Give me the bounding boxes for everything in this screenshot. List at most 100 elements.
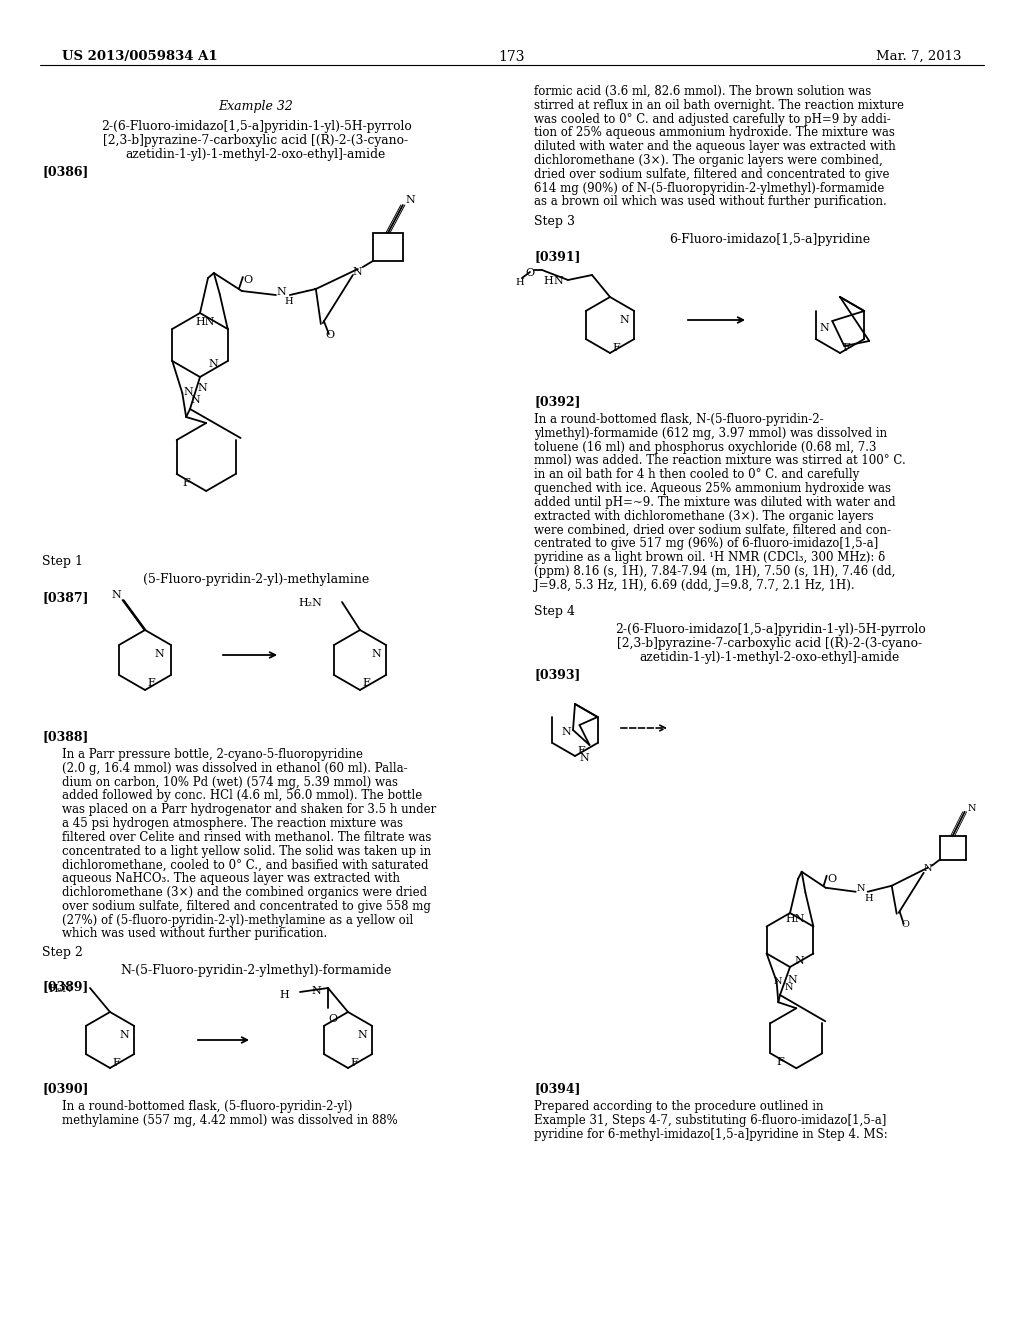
Text: aqueous NaHCO₃. The aqueous layer was extracted with: aqueous NaHCO₃. The aqueous layer was ex… bbox=[62, 873, 400, 886]
Text: F: F bbox=[147, 678, 155, 688]
Text: N: N bbox=[774, 977, 782, 986]
Text: Prepared according to the procedure outlined in: Prepared according to the procedure outl… bbox=[534, 1100, 823, 1113]
Text: [0389]: [0389] bbox=[42, 979, 88, 993]
Text: N: N bbox=[190, 395, 200, 405]
Text: H: H bbox=[543, 276, 553, 286]
Text: N: N bbox=[183, 387, 193, 397]
Text: O: O bbox=[902, 920, 909, 929]
Text: added until pH=~9. The mixture was diluted with water and: added until pH=~9. The mixture was dilut… bbox=[534, 496, 896, 508]
Text: N: N bbox=[198, 383, 207, 393]
Text: N: N bbox=[357, 1030, 368, 1040]
Text: (5-Fluoro-pyridin-2-yl)-methylamine: (5-Fluoro-pyridin-2-yl)-methylamine bbox=[143, 573, 369, 586]
Text: N: N bbox=[620, 315, 629, 325]
Text: [0392]: [0392] bbox=[534, 395, 581, 408]
Text: 614 mg (90%) of N-(5-fluoropyridin-2-ylmethyl)-formamide: 614 mg (90%) of N-(5-fluoropyridin-2-ylm… bbox=[534, 182, 885, 194]
Text: H: H bbox=[516, 279, 524, 286]
Text: ylmethyl)-formamide (612 mg, 3.97 mmol) was dissolved in: ylmethyl)-formamide (612 mg, 3.97 mmol) … bbox=[534, 426, 887, 440]
Text: H: H bbox=[864, 894, 873, 903]
Text: In a round-bottomed flask, (5-fluoro-pyridin-2-yl): In a round-bottomed flask, (5-fluoro-pyr… bbox=[62, 1100, 352, 1113]
Text: O: O bbox=[329, 1014, 338, 1024]
Text: N: N bbox=[276, 286, 287, 297]
Text: 6-Fluoro-imidazo[1,5-a]pyridine: 6-Fluoro-imidazo[1,5-a]pyridine bbox=[670, 234, 870, 246]
Text: N: N bbox=[352, 267, 361, 277]
Text: was cooled to 0° C. and adjusted carefully to pH=9 by addi-: was cooled to 0° C. and adjusted careful… bbox=[534, 112, 891, 125]
Text: a 45 psi hydrogen atmosphere. The reaction mixture was: a 45 psi hydrogen atmosphere. The reacti… bbox=[62, 817, 403, 830]
Text: 2-(6-Fluoro-imidazo[1,5-a]pyridin-1-yl)-5H-pyrrolo: 2-(6-Fluoro-imidazo[1,5-a]pyridin-1-yl)-… bbox=[614, 623, 926, 636]
Text: as a brown oil which was used without further purification.: as a brown oil which was used without fu… bbox=[534, 195, 887, 209]
Text: [0387]: [0387] bbox=[42, 591, 88, 605]
Text: over sodium sulfate, filtered and concentrated to give 558 mg: over sodium sulfate, filtered and concen… bbox=[62, 900, 431, 913]
Text: concentrated to a light yellow solid. The solid was taken up in: concentrated to a light yellow solid. Th… bbox=[62, 845, 431, 858]
Text: HN: HN bbox=[196, 317, 215, 327]
Text: J=9.8, 5.3 Hz, 1H), 6.69 (ddd, J=9.8, 7.7, 2.1 Hz, 1H).: J=9.8, 5.3 Hz, 1H), 6.69 (ddd, J=9.8, 7.… bbox=[534, 578, 855, 591]
Text: dichloromethane (3×) and the combined organics were dried: dichloromethane (3×) and the combined or… bbox=[62, 886, 427, 899]
Text: H₂N: H₂N bbox=[298, 598, 322, 609]
Text: (27%) of (5-fluoro-pyridin-2-yl)-methylamine as a yellow oil: (27%) of (5-fluoro-pyridin-2-yl)-methyla… bbox=[62, 913, 414, 927]
Text: US 2013/0059834 A1: US 2013/0059834 A1 bbox=[62, 50, 218, 63]
Text: N: N bbox=[580, 752, 590, 763]
Text: pyridine for 6-methyl-imidazo[1,5-a]pyridine in Step 4. MS:: pyridine for 6-methyl-imidazo[1,5-a]pyri… bbox=[534, 1127, 888, 1140]
Text: N: N bbox=[120, 1030, 129, 1040]
Text: centrated to give 517 mg (96%) of 6-fluoro-imidazo[1,5-a]: centrated to give 517 mg (96%) of 6-fluo… bbox=[534, 537, 879, 550]
Text: stirred at reflux in an oil bath overnight. The reaction mixture: stirred at reflux in an oil bath overnig… bbox=[534, 99, 904, 112]
Text: tion of 25% aqueous ammonium hydroxide. The mixture was: tion of 25% aqueous ammonium hydroxide. … bbox=[534, 127, 895, 140]
Text: O: O bbox=[244, 275, 253, 285]
Text: filtered over Celite and rinsed with methanol. The filtrate was: filtered over Celite and rinsed with met… bbox=[62, 830, 431, 843]
Text: N: N bbox=[111, 590, 121, 601]
Text: quenched with ice. Aqueous 25% ammonium hydroxide was: quenched with ice. Aqueous 25% ammonium … bbox=[534, 482, 891, 495]
Text: was placed on a Parr hydrogenator and shaken for 3.5 h under: was placed on a Parr hydrogenator and sh… bbox=[62, 803, 436, 816]
Text: N: N bbox=[857, 884, 865, 892]
Text: 2-(6-Fluoro-imidazo[1,5-a]pyridin-1-yl)-5H-pyrrolo: 2-(6-Fluoro-imidazo[1,5-a]pyridin-1-yl)-… bbox=[100, 120, 412, 133]
Text: added followed by conc. HCl (4.6 ml, 56.0 mmol). The bottle: added followed by conc. HCl (4.6 ml, 56.… bbox=[62, 789, 422, 803]
Text: Step 1: Step 1 bbox=[42, 554, 83, 568]
Text: N: N bbox=[562, 727, 571, 737]
Text: methylamine (557 mg, 4.42 mmol) was dissolved in 88%: methylamine (557 mg, 4.42 mmol) was diss… bbox=[62, 1114, 397, 1127]
Text: Mar. 7, 2013: Mar. 7, 2013 bbox=[877, 50, 962, 63]
Text: dichloromethane (3×). The organic layers were combined,: dichloromethane (3×). The organic layers… bbox=[534, 154, 883, 168]
Text: toluene (16 ml) and phosphorus oxychloride (0.68 ml, 7.3: toluene (16 ml) and phosphorus oxychlori… bbox=[534, 441, 877, 454]
Text: N-(5-Fluoro-pyridin-2-ylmethyl)-formamide: N-(5-Fluoro-pyridin-2-ylmethyl)-formamid… bbox=[120, 964, 392, 977]
Text: Step 2: Step 2 bbox=[42, 946, 83, 960]
Text: were combined, dried over sodium sulfate, filtered and con-: were combined, dried over sodium sulfate… bbox=[534, 524, 891, 536]
Text: N: N bbox=[795, 956, 804, 965]
Text: in an oil bath for 4 h then cooled to 0° C. and carefully: in an oil bath for 4 h then cooled to 0°… bbox=[534, 469, 859, 482]
Text: Step 4: Step 4 bbox=[534, 605, 575, 618]
Text: N: N bbox=[371, 649, 381, 659]
Text: N: N bbox=[154, 649, 164, 659]
Text: F: F bbox=[182, 478, 190, 488]
Text: formic acid (3.6 ml, 82.6 mmol). The brown solution was: formic acid (3.6 ml, 82.6 mmol). The bro… bbox=[534, 84, 871, 98]
Text: N: N bbox=[311, 986, 321, 997]
Text: F: F bbox=[350, 1059, 357, 1068]
Text: F: F bbox=[362, 678, 370, 688]
Text: [0394]: [0394] bbox=[534, 1082, 581, 1096]
Text: azetidin-1-yl)-1-methyl-2-oxo-ethyl]-amide: azetidin-1-yl)-1-methyl-2-oxo-ethyl]-ami… bbox=[126, 148, 386, 161]
Text: F: F bbox=[577, 746, 585, 756]
Text: Example 32: Example 32 bbox=[218, 100, 294, 114]
Text: O: O bbox=[827, 874, 837, 884]
Text: HN: HN bbox=[785, 915, 805, 924]
Text: (2.0 g, 16.4 mmol) was dissolved in ethanol (60 ml). Palla-: (2.0 g, 16.4 mmol) was dissolved in etha… bbox=[62, 762, 408, 775]
Text: mmol) was added. The reaction mixture was stirred at 100° C.: mmol) was added. The reaction mixture wa… bbox=[534, 454, 906, 467]
Text: [0391]: [0391] bbox=[534, 249, 581, 263]
Text: [2,3-b]pyrazine-7-carboxylic acid [(R)-2-(3-cyano-: [2,3-b]pyrazine-7-carboxylic acid [(R)-2… bbox=[617, 638, 923, 649]
Text: F: F bbox=[842, 343, 850, 352]
Text: [0393]: [0393] bbox=[534, 668, 581, 681]
Text: H: H bbox=[285, 297, 294, 306]
Text: azetidin-1-yl)-1-methyl-2-oxo-ethyl]-amide: azetidin-1-yl)-1-methyl-2-oxo-ethyl]-ami… bbox=[640, 651, 900, 664]
Text: [0386]: [0386] bbox=[42, 165, 88, 178]
Text: F: F bbox=[612, 343, 620, 352]
Text: dichloromethane, cooled to 0° C., and basified with saturated: dichloromethane, cooled to 0° C., and ba… bbox=[62, 858, 428, 871]
Text: In a round-bottomed flask, N-(5-fluoro-pyridin-2-: In a round-bottomed flask, N-(5-fluoro-p… bbox=[534, 413, 823, 426]
Text: O: O bbox=[525, 268, 535, 279]
Text: N: N bbox=[787, 975, 797, 985]
Text: Step 3: Step 3 bbox=[534, 215, 575, 228]
Text: diluted with water and the aqueous layer was extracted with: diluted with water and the aqueous layer… bbox=[534, 140, 896, 153]
Text: which was used without further purification.: which was used without further purificat… bbox=[62, 928, 328, 940]
Text: pyridine as a light brown oil. ¹H NMR (CDCl₃, 300 MHz): δ: pyridine as a light brown oil. ¹H NMR (C… bbox=[534, 550, 886, 564]
Text: H₂N: H₂N bbox=[48, 983, 72, 994]
Text: extracted with dichloromethane (3×). The organic layers: extracted with dichloromethane (3×). The… bbox=[534, 510, 873, 523]
Text: dium on carbon, 10% Pd (wet) (574 mg, 5.39 mmol) was: dium on carbon, 10% Pd (wet) (574 mg, 5.… bbox=[62, 776, 398, 788]
Text: 173: 173 bbox=[499, 50, 525, 63]
Text: N: N bbox=[209, 359, 218, 370]
Text: [0388]: [0388] bbox=[42, 730, 88, 743]
